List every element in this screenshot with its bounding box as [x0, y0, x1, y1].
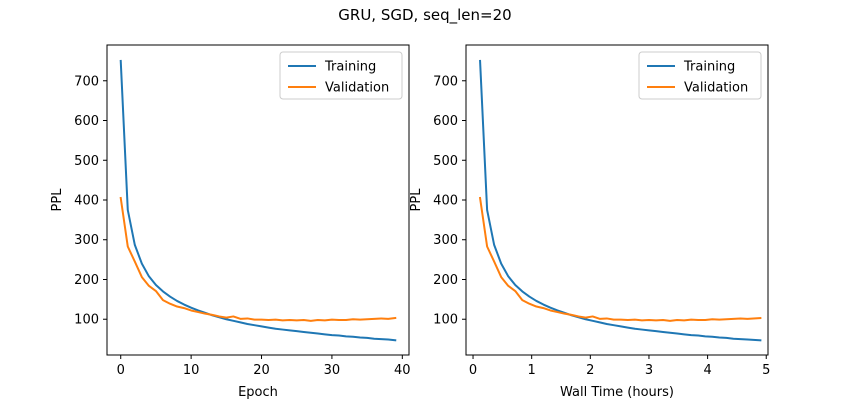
y-tick-label: 600 — [74, 114, 99, 129]
figure-title: GRU, SGD, seq_len=20 — [338, 6, 511, 25]
y-tick-label: 200 — [74, 273, 99, 288]
x-tick-label: 10 — [183, 363, 200, 378]
x-tick-label: 30 — [324, 363, 341, 378]
legend: Training Validation — [638, 51, 762, 100]
y-tick-label: 700 — [74, 74, 99, 89]
epoch-panel: 0 10 20 30 40 100 200 300 400 500 600 700 Epoch PPL Tr… — [50, 44, 411, 400]
legend-label-training: Training — [683, 60, 735, 75]
y-tick-label: 100 — [74, 313, 99, 328]
y-axis-label: PPL — [50, 188, 65, 212]
series-line-validation — [119, 196, 397, 322]
y-tick-label: 700 — [433, 74, 458, 89]
y-tick-label: 100 — [433, 313, 458, 328]
x-tick-label: 2 — [586, 363, 594, 378]
x-tick-label: 5 — [762, 363, 770, 378]
x-tick-label: 40 — [394, 363, 411, 378]
y-tick-label: 500 — [74, 154, 99, 169]
x-tick-label: 4 — [703, 363, 711, 378]
y-tick-label: 400 — [433, 194, 458, 209]
legend: Training Validation — [279, 51, 403, 100]
legend-label-validation: Validation — [684, 81, 748, 96]
x-axis-label: Wall Time (hours) — [560, 385, 674, 400]
series-line-training — [119, 59, 397, 342]
y-tick-label: 400 — [74, 194, 99, 209]
series-line-validation — [478, 196, 762, 322]
legend-label-training: Training — [324, 60, 376, 75]
y-tick-label: 500 — [433, 154, 458, 169]
x-tick-label: 0 — [469, 363, 477, 378]
y-tick-label: 600 — [433, 114, 458, 129]
y-tick-label: 200 — [433, 273, 458, 288]
x-tick-label: 0 — [117, 363, 125, 378]
y-tick-label: 300 — [74, 233, 99, 248]
legend-label-validation: Validation — [325, 81, 389, 96]
x-axis-label: Epoch — [238, 385, 278, 400]
y-tick-label: 300 — [433, 233, 458, 248]
wall-time-panel: 0 1 2 3 4 5 100 200 300 400 500 600 700 Wall Time (ho… — [409, 44, 770, 400]
x-tick-label: 1 — [528, 363, 536, 378]
x-tick-label: 20 — [253, 363, 270, 378]
series-line-training — [479, 59, 762, 342]
x-tick-label: 3 — [645, 363, 653, 378]
y-axis-label: PPL — [409, 188, 424, 212]
